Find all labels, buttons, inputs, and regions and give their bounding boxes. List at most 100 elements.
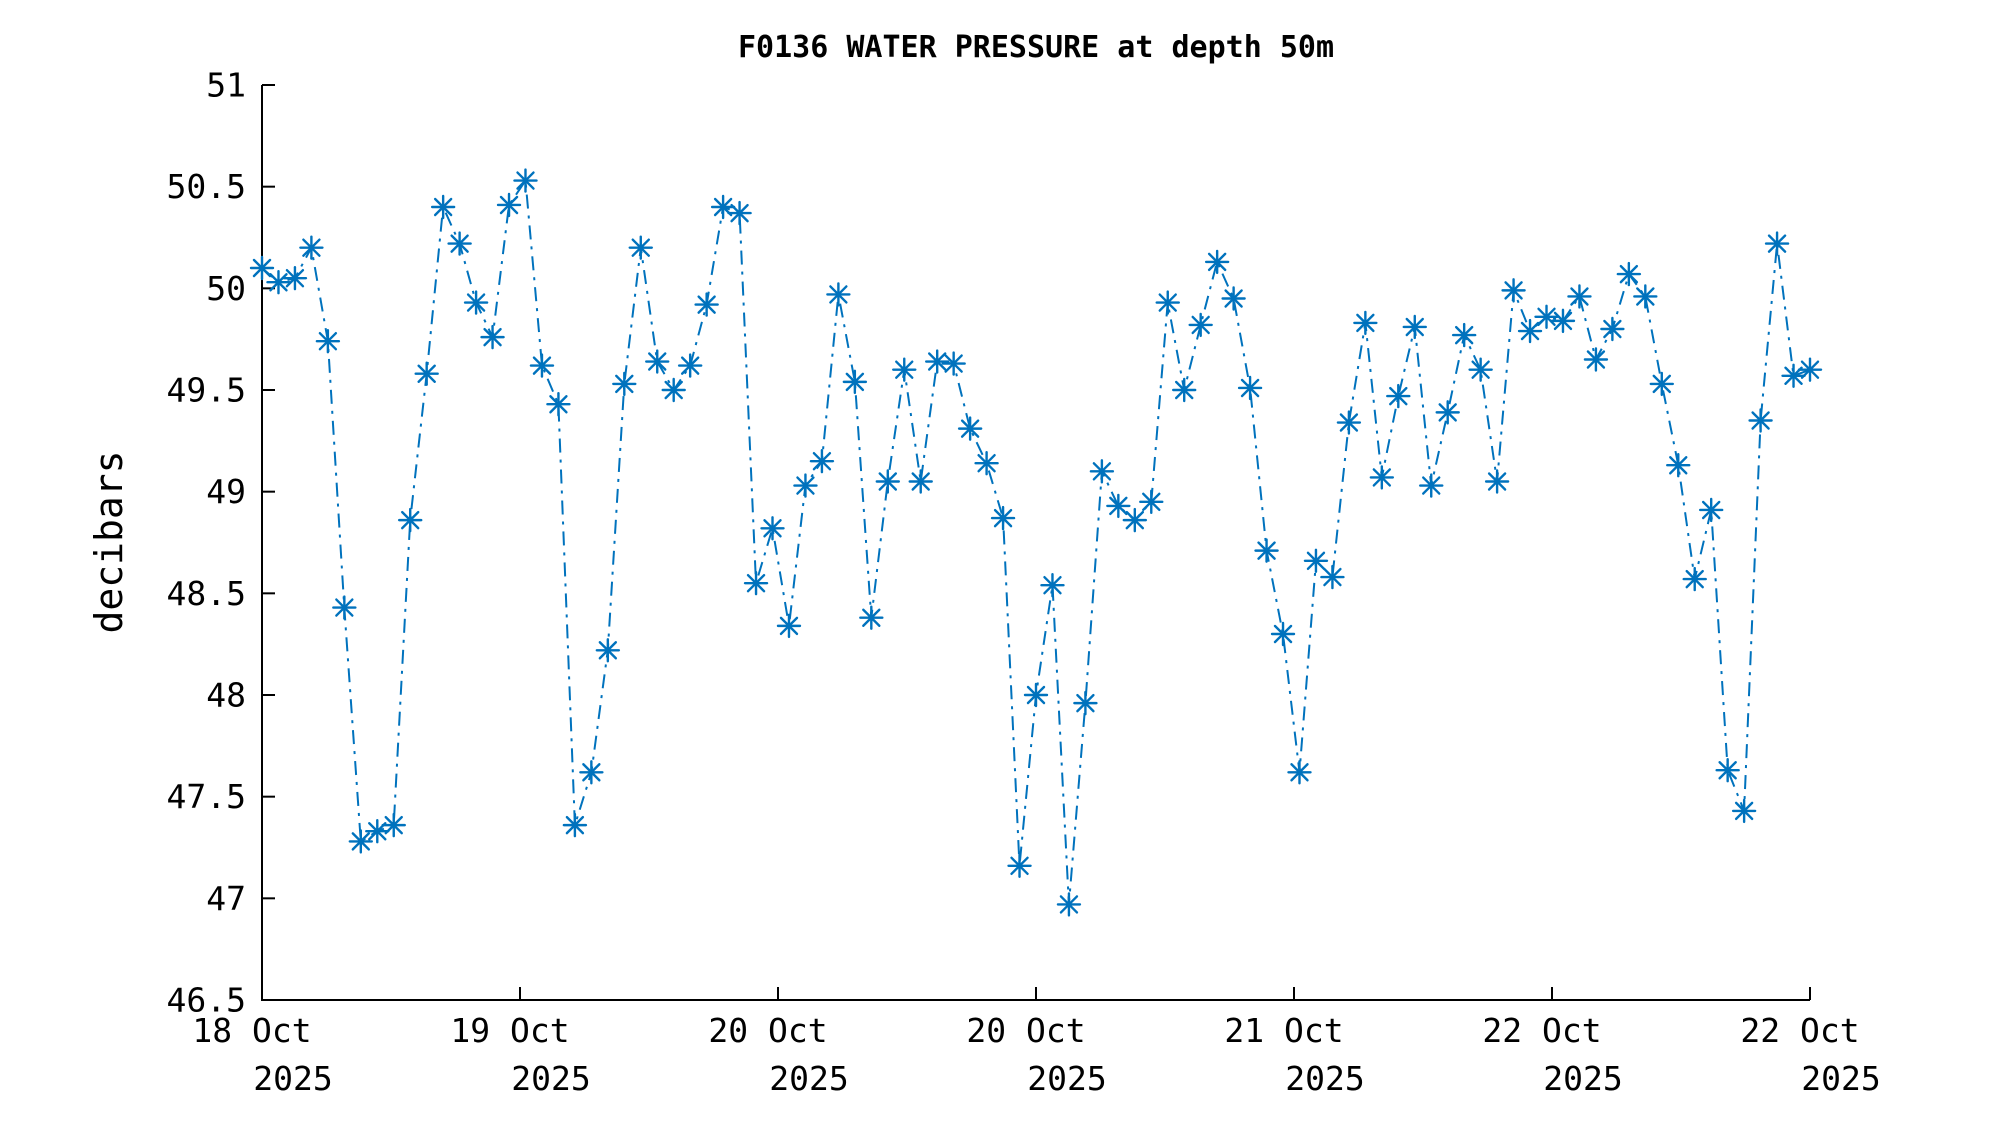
marker-arm <box>1191 315 1210 335</box>
data-point-marker <box>1649 371 1674 397</box>
data-point-marker <box>1139 489 1164 515</box>
data-point-marker <box>727 200 752 226</box>
marker-arm <box>1010 856 1029 875</box>
data-point-marker <box>1616 261 1642 287</box>
marker-arm <box>351 832 371 851</box>
marker-arm <box>1751 411 1770 430</box>
data-series <box>249 168 1823 917</box>
data-point-marker <box>1089 459 1115 484</box>
data-point-marker <box>480 324 505 350</box>
data-point-marker <box>1781 363 1806 388</box>
y-tick-label: 47.5 <box>167 777 246 816</box>
marker-arm <box>269 273 288 292</box>
data-point-marker <box>463 290 489 315</box>
data-point-marker <box>1451 322 1477 348</box>
data-point-marker <box>628 235 653 260</box>
marker-arm <box>1504 281 1523 300</box>
marker-arm <box>1767 234 1787 253</box>
marker-arm <box>384 815 403 835</box>
data-point-marker <box>941 351 966 376</box>
marker-arm <box>516 171 535 190</box>
data-point-marker <box>1731 798 1757 824</box>
marker-arm <box>466 293 486 312</box>
data-point-marker <box>776 613 802 639</box>
data-point-marker <box>579 760 604 785</box>
data-point-marker <box>1419 473 1444 498</box>
marker-arm <box>960 419 980 438</box>
data-point-marker <box>1056 892 1082 917</box>
data-point-marker <box>1320 564 1345 590</box>
data-point-marker <box>1073 690 1098 716</box>
marker-arm <box>1586 350 1606 369</box>
marker-arm <box>845 372 865 392</box>
x-tick-label-year: 2025 <box>511 1059 590 1098</box>
data-point-marker <box>924 349 950 374</box>
marker-arm <box>1520 321 1540 341</box>
y-axis-label: decibars <box>87 450 131 633</box>
data-point-marker <box>1172 377 1197 403</box>
data-point-marker <box>1254 538 1279 563</box>
data-point-marker <box>1748 408 1773 433</box>
marker-arm <box>1076 693 1095 713</box>
marker-arm <box>1323 567 1342 587</box>
data-point-marker <box>710 194 736 220</box>
data-point-marker <box>694 292 719 317</box>
data-point-marker <box>645 349 670 374</box>
data-point-marker <box>826 282 851 307</box>
marker-arm <box>1718 761 1737 780</box>
data-point-marker <box>1435 400 1460 425</box>
data-point-marker <box>760 516 785 541</box>
x-tick-label-date: 20 Oct <box>708 1011 827 1050</box>
x-tick-label-date: 18 Oct <box>192 1011 311 1050</box>
marker-arm <box>1224 289 1243 308</box>
data-point-marker <box>414 361 439 386</box>
x-tick-label-date: 19 Oct <box>450 1011 569 1050</box>
data-point-marker <box>908 469 933 494</box>
marker-arm <box>993 508 1013 528</box>
data-point-marker <box>249 255 275 281</box>
marker-arm <box>1290 763 1309 782</box>
marker-arm <box>1487 472 1507 491</box>
marker-arm <box>713 197 733 217</box>
marker-arm <box>1372 468 1392 487</box>
marker-arm <box>1603 319 1622 339</box>
data-point-marker <box>1040 573 1065 598</box>
data-point-marker <box>1600 316 1625 342</box>
data-point-marker <box>1517 318 1543 344</box>
data-point-marker <box>1204 249 1230 275</box>
marker-arm <box>1339 413 1359 432</box>
marker-arm <box>1669 456 1688 475</box>
marker-arm <box>401 510 420 530</box>
data-point-marker <box>1501 278 1526 303</box>
marker-arm <box>615 374 634 394</box>
marker-arm <box>1389 386 1408 406</box>
marker-arm <box>1356 313 1375 333</box>
marker-arm <box>796 476 815 495</box>
data-point-marker <box>1402 314 1427 340</box>
marker-arm <box>944 354 963 373</box>
marker-arm <box>631 238 650 257</box>
data-point-marker <box>1221 286 1246 311</box>
data-point-marker <box>562 812 588 838</box>
marker-arm <box>1422 476 1441 495</box>
marker-arm <box>1701 500 1721 520</box>
marker-arm <box>746 573 766 593</box>
x-tick-label-date: 20 Oct <box>966 1011 1085 1050</box>
data-point-marker <box>1353 310 1378 336</box>
x-tick-label-date: 22 Oct <box>1740 1011 1859 1050</box>
data-point-marker <box>1666 453 1691 478</box>
x-tick-label-year: 2025 <box>1027 1059 1106 1098</box>
data-point-marker <box>1682 566 1707 592</box>
data-point-marker <box>1237 375 1263 401</box>
data-point-marker <box>974 451 999 476</box>
data-point-marker <box>299 235 324 260</box>
data-point-marker <box>1303 548 1329 573</box>
data-point-marker <box>1567 284 1592 309</box>
marker-arm <box>648 352 667 371</box>
data-point-marker <box>381 812 406 838</box>
data-point-marker <box>1155 290 1180 315</box>
marker-arm <box>1438 403 1457 422</box>
marker-arm <box>1405 317 1424 337</box>
